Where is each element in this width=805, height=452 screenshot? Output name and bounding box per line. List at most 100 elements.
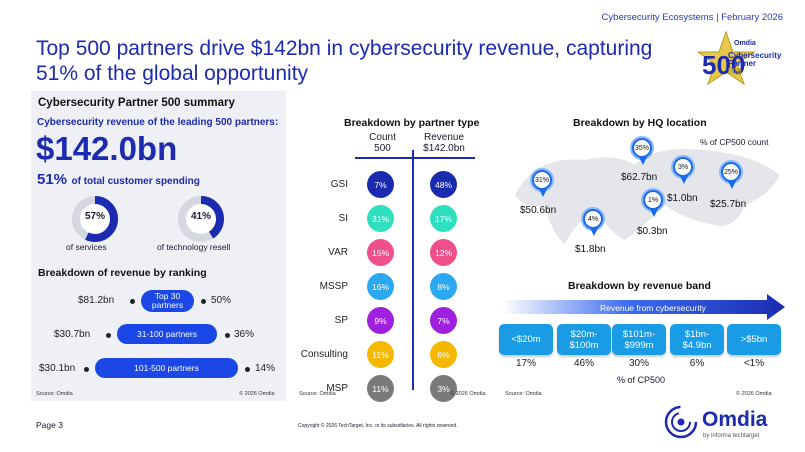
- rank2-dot-left: [106, 333, 111, 338]
- ptype-revenue-circle: 48%: [430, 171, 457, 198]
- rank3-pct: 14%: [255, 363, 276, 374]
- rank3-pill: 101-500 partners: [95, 358, 238, 378]
- ptype-label: Consulting: [300, 349, 348, 360]
- pin-europe-value: $62.7bn: [621, 172, 658, 183]
- summary-heading: Cybersecurity Partner 500 summary: [38, 97, 235, 109]
- rank1-dot-left: [130, 299, 135, 304]
- rank2-dot-right: [225, 333, 230, 338]
- rank1-pill: Top 30 partners: [141, 290, 194, 312]
- resell-donut-label: of technology resell: [157, 242, 231, 252]
- rank2-pct: 36%: [234, 329, 255, 340]
- pin-latin-america: 4%: [581, 207, 605, 236]
- rank1-pct: 50%: [211, 295, 232, 306]
- hq-heading: Breakdown by HQ location: [573, 117, 707, 129]
- ptype-count-circle: 11%: [367, 375, 394, 402]
- ptype-col2: Revenue $142.0bn: [423, 132, 465, 154]
- share-value: 51%: [37, 171, 68, 188]
- badge-brand: Omdia: [734, 40, 756, 47]
- ptype-revenue-circle: 6%: [430, 341, 457, 368]
- revenue-value: $142.0bn: [36, 130, 178, 167]
- rank3-dot-left: [84, 367, 89, 372]
- rank2-value: $30.7bn: [54, 329, 91, 340]
- ptype-copyright: © 2026 Omdia: [450, 391, 486, 397]
- band-4-pct: 6%: [689, 358, 705, 369]
- star-icon: [698, 30, 756, 86]
- pin-north-america-value: $50.6bn: [520, 205, 557, 216]
- band-1-pct: 17%: [515, 358, 536, 369]
- band-2-pct: 46%: [573, 358, 594, 369]
- band-arrow-label: Revenue from cybersecurity: [600, 303, 706, 313]
- ptype-header-rule: [355, 157, 475, 159]
- ranking-heading: Breakdown of revenue by ranking: [38, 267, 207, 279]
- services-donut-label: of services: [66, 242, 107, 252]
- page-title: Top 500 partners drive $142bn in cyberse…: [36, 37, 653, 85]
- header-kicker: Cybersecurity Ecosystems | February 2026: [601, 12, 783, 23]
- ptype-count-circle: 31%: [367, 205, 394, 232]
- revenue-label: Cybersecurity revenue of the leading 500…: [37, 117, 279, 128]
- ptype-heading: Breakdown by partner type: [344, 117, 480, 129]
- share-line: 51% of total customer spending: [37, 171, 200, 189]
- band-axis-label: % of CP500: [617, 375, 666, 385]
- band-1: <$20m: [499, 324, 553, 355]
- ptype-label: SP: [334, 315, 348, 326]
- band-4: $1bn- $4.9bn: [670, 324, 724, 355]
- resell-donut-value: 41%: [190, 211, 211, 222]
- rank2-pill: 31-100 partners: [117, 324, 217, 344]
- band-5: >$5bn: [727, 324, 781, 355]
- pin-africa-value: $0.3bn: [637, 226, 668, 237]
- ptype-count-circle: 7%: [367, 171, 394, 198]
- ptype-col1: Count 500: [369, 132, 396, 154]
- band-3-pct: 30%: [628, 358, 649, 369]
- ptype-source: Source: Omdia: [299, 391, 336, 397]
- pin-latin-america-value: $1.8bn: [575, 244, 606, 255]
- pin-africa: 1%: [641, 188, 665, 217]
- hq-copyright: © 2026 Omdia: [736, 391, 772, 397]
- pin-asia-pacific-value: $25.7bn: [710, 199, 747, 210]
- services-donut-value: 57%: [84, 211, 105, 222]
- ptype-count-circle: 11%: [367, 341, 394, 368]
- cp500-badge: 500 Omdia Cybersecurity Partner 500: [698, 30, 782, 94]
- ptype-label: MSSP: [319, 281, 348, 292]
- summary-copyright: © 2026 Omdia: [239, 391, 275, 397]
- ptype-label: VAR: [328, 247, 348, 258]
- rank3-dot-right: [245, 367, 250, 372]
- ptype-label: MSP: [326, 383, 348, 394]
- band-heading: Breakdown by revenue band: [568, 280, 711, 292]
- ptype-label: GSI: [330, 179, 348, 190]
- pin-middle-east: 3%: [671, 155, 695, 184]
- band-arrow-icon: [502, 294, 785, 320]
- ptype-divider: [412, 150, 414, 390]
- omdia-logo-icon: [664, 405, 698, 439]
- pin-asia-pacific: 25%: [719, 160, 743, 189]
- footer-copyright: Copyright © 2026 TechTarget, Inc. or its…: [298, 423, 458, 429]
- ptype-count-circle: 9%: [367, 307, 394, 334]
- resell-donut: [178, 196, 224, 242]
- ptype-label: SI: [338, 213, 348, 224]
- ptype-revenue-circle: 12%: [430, 239, 457, 266]
- ptype-revenue-circle: 8%: [430, 273, 457, 300]
- ptype-revenue-circle: 17%: [430, 205, 457, 232]
- hq-note: % of CP500 count: [700, 137, 769, 147]
- rank3-value: $30.1bn: [39, 363, 76, 374]
- ptype-revenue-circle: 3%: [430, 375, 457, 402]
- omdia-logo-sub: by informa techtarget: [703, 433, 760, 439]
- band-5-pct: <1%: [743, 358, 765, 369]
- pin-middle-east-value: $1.0bn: [667, 193, 698, 204]
- badge-text: Cybersecurity Partner 500: [728, 51, 782, 76]
- band-3: $101m- $999m: [612, 324, 666, 355]
- rank1-value: $81.2bn: [78, 295, 115, 306]
- band-2: $20m- $100m: [557, 324, 611, 355]
- ptype-revenue-circle: 7%: [430, 307, 457, 334]
- share-label: of total customer spending: [71, 176, 200, 187]
- services-donut: [72, 196, 118, 242]
- ptype-count-circle: 15%: [367, 239, 394, 266]
- summary-panel: [31, 91, 286, 401]
- rank1-dot-right: [201, 299, 206, 304]
- omdia-logo: Omdia: [702, 408, 768, 431]
- ptype-count-circle: 16%: [367, 273, 394, 300]
- badge-number: 500: [702, 50, 746, 80]
- summary-source: Source: Omdia: [36, 391, 73, 397]
- pin-europe: 35%: [630, 136, 654, 165]
- pin-north-america: 31%: [530, 168, 554, 197]
- page-number: Page 3: [36, 420, 63, 430]
